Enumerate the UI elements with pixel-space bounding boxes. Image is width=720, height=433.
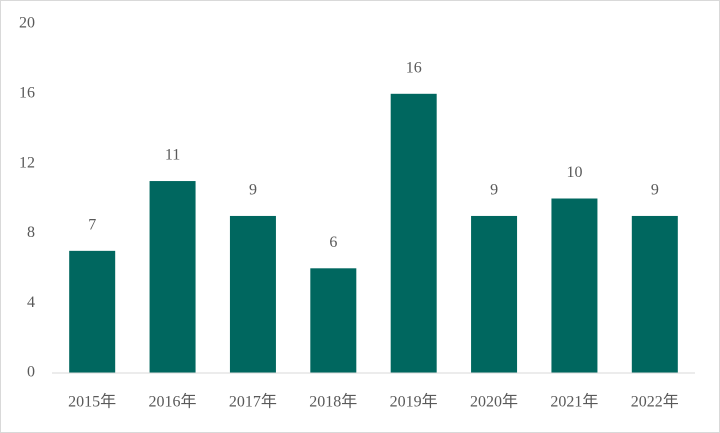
data-label: 6 bbox=[329, 234, 337, 251]
bar bbox=[310, 268, 357, 373]
y-tick-label: 16 bbox=[19, 84, 35, 101]
bar bbox=[551, 198, 598, 373]
data-label: 9 bbox=[249, 182, 257, 199]
x-tick-label: 2017年 bbox=[229, 393, 277, 411]
data-label: 9 bbox=[490, 182, 498, 199]
bar bbox=[69, 250, 116, 373]
bar bbox=[149, 181, 196, 373]
x-tick-label: 2020年 bbox=[470, 393, 518, 411]
bar bbox=[471, 215, 518, 373]
y-tick-label: 0 bbox=[27, 364, 35, 381]
data-label: 7 bbox=[88, 217, 96, 234]
bar bbox=[631, 215, 678, 373]
x-tick-label: 2019年 bbox=[390, 393, 438, 411]
y-tick-label: 4 bbox=[27, 294, 35, 311]
y-tick-label: 20 bbox=[19, 15, 35, 32]
bar bbox=[390, 93, 437, 374]
x-tick-label: 2021年 bbox=[550, 393, 598, 411]
data-label: 9 bbox=[651, 182, 659, 199]
x-tick-label: 2016年 bbox=[149, 393, 197, 411]
bar bbox=[229, 215, 276, 373]
data-label: 16 bbox=[406, 59, 422, 76]
y-tick-label: 12 bbox=[19, 154, 35, 171]
data-label: 10 bbox=[566, 164, 582, 181]
x-tick-label: 2015年 bbox=[68, 393, 116, 411]
y-tick-label: 8 bbox=[27, 224, 35, 241]
x-tick-label: 2018年 bbox=[309, 393, 357, 411]
data-label: 11 bbox=[165, 147, 180, 164]
x-tick-label: 2022年 bbox=[631, 393, 679, 411]
